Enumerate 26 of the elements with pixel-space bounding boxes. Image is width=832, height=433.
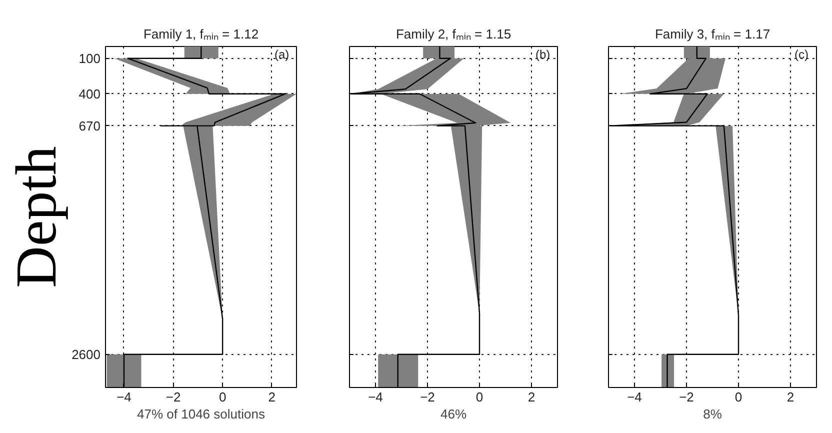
chart-title: Family 3, fₘᵢₙ = 1.17 [654,26,770,42]
y-tick-label: 670 [78,118,101,134]
x-axis-title: 47% of 1046 solutions [137,406,266,422]
x-tick-label: 0 [734,390,742,404]
chart-title: Family 1, fₘᵢₙ = 1.12 [143,26,259,42]
x-tick-label: 2 [528,390,536,404]
y-tick-label: 100 [78,50,101,66]
x-tick-label: −2 [420,390,435,404]
y-tick-label: 2600 [72,346,100,362]
x-axis-title: 8% [703,406,722,422]
annotation: (a) [274,48,290,62]
x-tick-label: −4 [368,390,383,404]
x-tick-label: 0 [218,390,226,404]
x-tick-label: −4 [116,390,132,404]
y-axis-title: Depth [4,146,69,288]
annotation: (c) [794,48,808,62]
x-tick-label: 2 [786,390,794,404]
x-axis-title: 46% [440,406,467,422]
y-tick-label: 400 [78,86,101,102]
x-tick-label: 2 [268,390,276,404]
annotation: (b) [536,48,550,62]
x-tick-label: −2 [679,390,694,404]
x-tick-label: 0 [476,390,484,404]
chart-title: Family 2, fₘᵢₙ = 1.15 [396,26,512,42]
x-tick-label: −2 [166,390,181,404]
x-tick-label: −4 [627,390,642,404]
